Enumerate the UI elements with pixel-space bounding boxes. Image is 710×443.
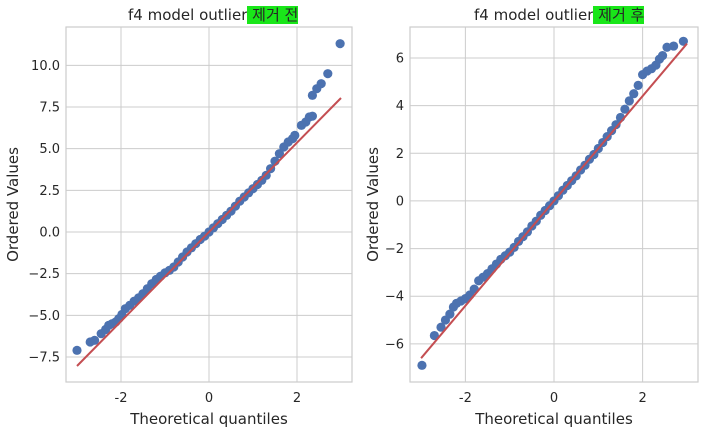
chart1-ylabel: Ordered Values	[4, 147, 22, 262]
chart1-point	[274, 149, 284, 159]
chart1-point	[290, 130, 300, 140]
chart2-ytick-label: 6	[396, 51, 404, 66]
chart1-ytick-label: 5.0	[39, 142, 60, 157]
chart2-ytick-label: −6	[385, 337, 404, 352]
chart1-ytick-label: −2.5	[28, 267, 60, 282]
chart2-xtick-label: 0	[550, 391, 558, 406]
chart1-ytick-label: 10.0	[31, 59, 60, 74]
chart1-ytick-label: 2.5	[39, 184, 60, 199]
chart2-title: f4 model outlier 제거 후	[474, 4, 645, 26]
chart2-frame	[409, 26, 699, 383]
chart2-point	[633, 80, 643, 90]
chart1-ytick-label: 7.5	[39, 101, 60, 116]
chart1-title-highlight: 제거 전	[247, 6, 299, 24]
chart2-xtick-label: -2	[459, 391, 472, 406]
chart1-point	[90, 335, 100, 345]
chart1-point	[323, 69, 333, 79]
chart2-point	[657, 50, 668, 61]
chart1-xtick-label: 2	[293, 391, 301, 406]
chart1-point	[72, 345, 82, 355]
chart2-point	[429, 330, 439, 341]
chart2-point	[669, 41, 679, 51]
chart2-ytick-label: 4	[396, 99, 404, 114]
chart1-title: f4 model outlier 제거 전	[128, 4, 299, 26]
chart2-point	[678, 36, 688, 46]
chart1-xtick-label: -2	[115, 391, 128, 406]
chart2-point	[620, 104, 630, 114]
chart2-point	[417, 360, 427, 370]
chart1-fit-line	[76, 97, 342, 367]
chart2-xlabel: Theoretical quantiles	[474, 410, 633, 428]
chart1-frame	[65, 26, 353, 383]
chart1-xlabel: Theoretical quantiles	[129, 410, 288, 428]
chart2-xtick-label: 2	[638, 391, 646, 406]
chart2-title-prefix: f4 model outlier	[474, 6, 594, 24]
chart2-title-highlight: 제거 후	[593, 6, 645, 24]
chart2-ytick-label: 2	[396, 147, 404, 162]
chart1-point	[316, 79, 326, 89]
chart2-ytick-label: −4	[385, 290, 404, 305]
chart1-title-prefix: f4 model outlier	[128, 6, 248, 24]
chart2-ylabel: Ordered Values	[364, 147, 382, 262]
chart2-point	[629, 89, 639, 99]
chart2-fit-line	[420, 43, 688, 359]
chart2-point	[611, 120, 621, 130]
chart1-ytick-label: −7.5	[28, 351, 60, 366]
chart1-ytick-label: −5.0	[28, 309, 60, 324]
chart1-ytick-label: 0.0	[39, 226, 60, 241]
chart2-point	[624, 96, 634, 106]
chart2-point	[436, 322, 446, 332]
chart1-point	[307, 90, 317, 100]
chart1-point	[335, 39, 345, 49]
chart1-xtick-label: 0	[205, 391, 213, 406]
chart2-ytick-label: −2	[385, 242, 404, 257]
chart1-point	[307, 111, 317, 121]
chart2-point	[445, 309, 455, 319]
chart2-ytick-label: 0	[396, 194, 404, 209]
